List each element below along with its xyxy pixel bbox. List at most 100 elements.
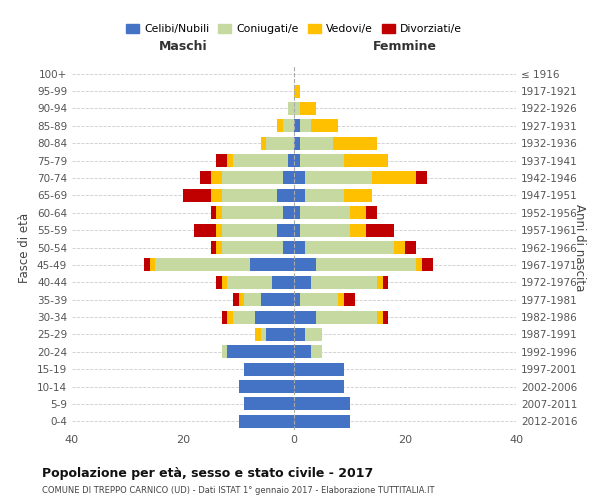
Bar (283, 120, 294, 132)
Bar (244, 293, 260, 306)
Bar (277, 224, 294, 236)
Text: Popolazione per età, sesso e stato civile - 2017: Popolazione per età, sesso e stato civil… (42, 468, 373, 480)
Bar (294, 415, 349, 428)
Bar (289, 154, 294, 167)
Bar (311, 120, 338, 132)
Bar (222, 189, 277, 202)
Bar (294, 258, 316, 272)
Bar (239, 293, 244, 306)
Text: COMUNE DI TREPPO CARNICO (UD) - Dati ISTAT 1° gennaio 2017 - Elaborazione TUTTIT: COMUNE DI TREPPO CARNICO (UD) - Dati IST… (42, 486, 434, 495)
Bar (260, 136, 266, 149)
Bar (239, 380, 294, 393)
Bar (260, 328, 266, 341)
Bar (349, 224, 366, 236)
Bar (349, 206, 366, 220)
Bar (299, 206, 349, 220)
Bar (144, 258, 150, 272)
Bar (222, 346, 227, 358)
Bar (255, 310, 294, 324)
Legend: Celibi/Nubili, Coniugati/e, Vedovi/e, Divorziati/e: Celibi/Nubili, Coniugati/e, Vedovi/e, Di… (122, 20, 466, 38)
Bar (366, 206, 377, 220)
Bar (222, 206, 283, 220)
Bar (211, 189, 222, 202)
Bar (383, 310, 388, 324)
Bar (311, 346, 322, 358)
Bar (216, 206, 222, 220)
Bar (311, 276, 377, 289)
Bar (244, 362, 294, 376)
Bar (222, 310, 227, 324)
Bar (299, 120, 311, 132)
Bar (294, 276, 311, 289)
Bar (216, 224, 222, 236)
Bar (422, 258, 433, 272)
Bar (216, 276, 222, 289)
Y-axis label: Anni di nascita: Anni di nascita (573, 204, 586, 291)
Bar (211, 206, 216, 220)
Bar (405, 241, 416, 254)
Bar (294, 241, 305, 254)
Bar (305, 172, 372, 184)
Bar (338, 293, 344, 306)
Bar (272, 276, 294, 289)
Bar (216, 154, 227, 167)
Bar (289, 102, 294, 115)
Bar (294, 84, 299, 98)
Bar (255, 328, 260, 341)
Bar (233, 293, 239, 306)
Bar (333, 136, 377, 149)
Bar (244, 398, 294, 410)
Bar (211, 241, 216, 254)
Bar (305, 189, 344, 202)
Bar (344, 189, 372, 202)
Bar (149, 258, 155, 272)
Bar (294, 224, 299, 236)
Bar (344, 154, 388, 167)
Bar (294, 136, 299, 149)
Bar (299, 154, 344, 167)
Bar (299, 136, 333, 149)
Bar (227, 310, 233, 324)
Bar (227, 154, 233, 167)
Bar (294, 154, 299, 167)
Bar (299, 293, 338, 306)
Text: Femmine: Femmine (373, 40, 437, 53)
Bar (233, 310, 255, 324)
Y-axis label: Fasce di età: Fasce di età (19, 212, 31, 282)
Bar (239, 415, 294, 428)
Bar (277, 189, 294, 202)
Bar (183, 189, 211, 202)
Bar (227, 346, 294, 358)
Bar (283, 172, 294, 184)
Bar (305, 328, 322, 341)
Bar (283, 206, 294, 220)
Bar (377, 310, 383, 324)
Bar (222, 224, 277, 236)
Bar (194, 224, 216, 236)
Bar (294, 293, 299, 306)
Bar (200, 172, 211, 184)
Bar (294, 362, 344, 376)
Bar (266, 136, 294, 149)
Bar (394, 241, 405, 254)
Bar (344, 293, 355, 306)
Bar (305, 241, 394, 254)
Bar (294, 172, 305, 184)
Bar (155, 258, 250, 272)
Bar (299, 102, 316, 115)
Bar (294, 310, 316, 324)
Bar (294, 398, 349, 410)
Bar (316, 258, 416, 272)
Bar (266, 328, 294, 341)
Bar (294, 102, 299, 115)
Bar (316, 310, 377, 324)
Bar (222, 276, 227, 289)
Bar (294, 346, 311, 358)
Bar (260, 293, 294, 306)
Bar (227, 276, 272, 289)
Bar (416, 258, 422, 272)
Bar (372, 172, 416, 184)
Bar (294, 206, 299, 220)
Bar (222, 241, 283, 254)
Bar (416, 172, 427, 184)
